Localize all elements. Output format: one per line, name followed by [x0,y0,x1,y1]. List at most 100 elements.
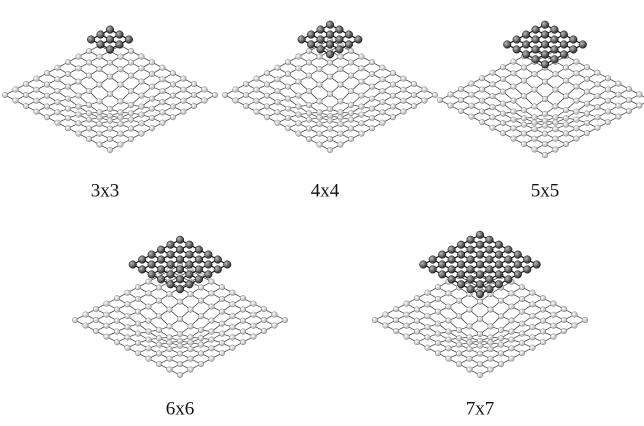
atom [177,331,183,337]
atom [296,131,302,137]
atom [511,126,517,132]
atom [530,324,536,330]
atom [170,93,176,99]
atom [65,84,71,90]
atom [456,361,462,367]
atom [285,59,291,65]
atom [553,71,559,77]
atom [488,346,494,352]
atom [97,54,103,60]
cluster-atom [476,281,484,289]
cluster-atom [336,46,344,54]
atom [425,302,431,308]
atom [467,307,473,313]
atom [456,335,462,341]
atom [422,87,428,93]
cluster-atom [476,261,484,269]
atom [167,335,173,341]
atom [285,106,291,112]
atom [125,324,131,330]
atom [574,84,580,90]
atom [209,279,215,285]
atom [553,104,559,110]
cluster-atom [467,285,475,293]
cluster-atom [551,26,559,34]
atom [500,101,506,107]
atom [97,66,103,72]
figure: 3x34x45x56x67x7 [0,0,644,426]
atom [104,301,110,307]
atom [125,302,131,308]
cluster-atom [495,261,503,269]
atom [135,284,141,290]
atom [435,284,441,290]
atom [44,70,50,76]
atom [446,304,452,310]
atom [146,337,152,343]
cluster-atom [223,261,231,269]
atom [498,351,504,357]
atom [209,356,215,362]
atom [595,104,601,110]
atom [582,317,588,323]
atom [380,99,386,105]
atom [469,103,475,109]
atom [338,142,344,148]
atom [118,82,124,88]
atom [198,298,204,304]
atom [637,103,643,109]
atom [521,131,527,137]
atom [264,82,270,88]
atom [177,351,183,357]
atom [414,339,420,345]
atom [500,130,506,136]
atom [209,346,215,352]
atom [167,324,173,330]
atom [86,88,92,94]
atom [348,126,354,132]
atom [285,125,291,131]
cluster-atom [157,246,165,254]
atom [338,54,344,60]
atom [198,361,204,367]
atom [393,328,399,334]
atom [574,98,580,104]
cluster-atom [167,261,175,269]
atom [540,329,546,335]
atom [327,91,333,97]
atom [285,71,291,77]
atom [327,60,333,66]
atom [500,76,506,82]
atom [574,136,580,142]
atom [425,345,431,351]
atom [317,121,323,127]
atom [93,306,99,312]
atom [456,298,462,304]
cluster-atom [448,266,456,274]
atom [34,109,40,115]
atom [167,367,173,373]
atom [519,340,525,346]
atom [383,323,389,329]
cluster-atom [317,46,325,54]
atom [595,115,601,121]
cluster-atom [467,236,475,244]
atom [498,361,504,367]
atom [616,114,622,120]
atom [202,87,208,93]
atom [532,147,538,153]
atom [97,121,103,127]
atom [511,136,517,142]
atom [348,73,354,79]
atom [93,328,99,334]
atom [477,372,483,378]
atom [230,290,236,296]
atom [498,313,504,319]
cluster-atom [97,31,105,39]
atom [65,115,71,121]
atom [139,54,145,60]
atom [532,104,538,110]
atom [146,291,152,297]
cluster-atom [438,251,446,259]
atom [448,103,454,109]
